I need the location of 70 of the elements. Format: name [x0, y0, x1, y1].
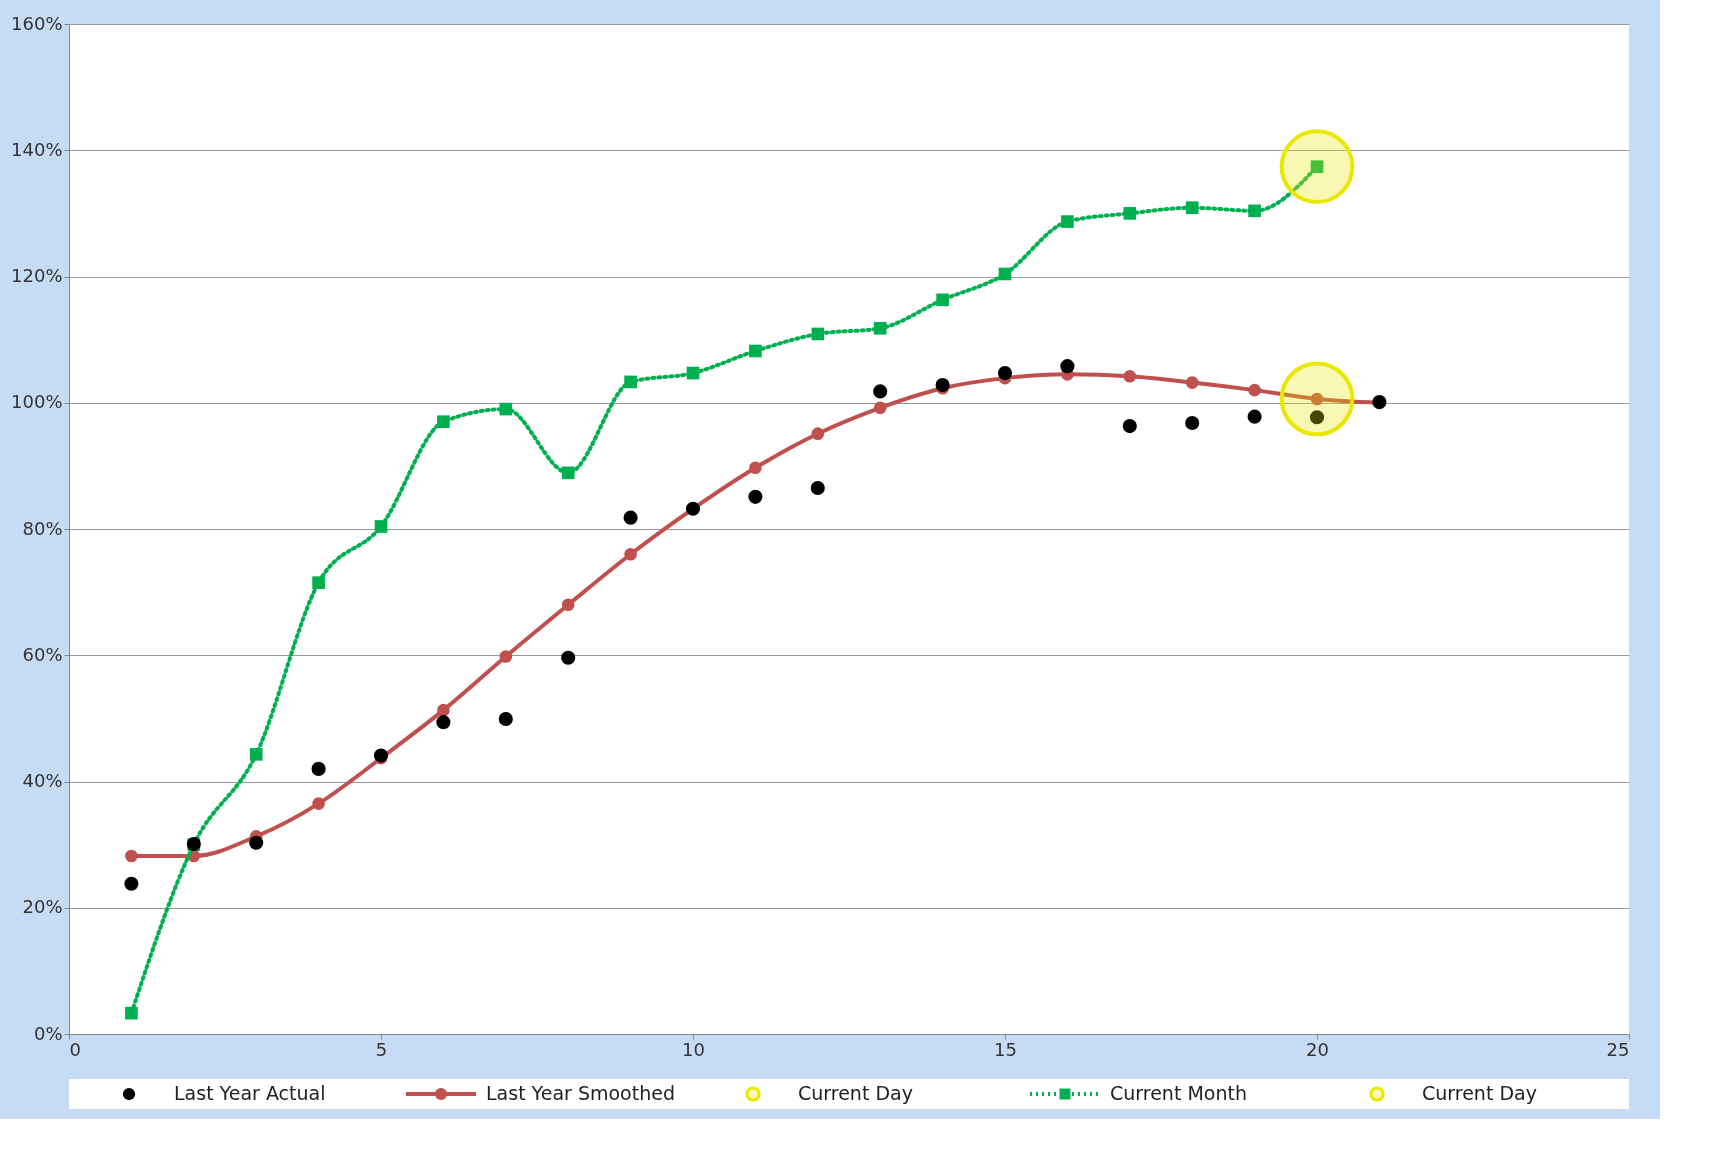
- y-tick-label: 100%: [11, 391, 63, 413]
- point: [624, 375, 637, 389]
- point: [873, 401, 887, 415]
- point: [436, 715, 451, 730]
- point: [1310, 392, 1324, 406]
- x-tick-label: 5: [375, 1038, 388, 1060]
- point: [499, 650, 513, 663]
- x-tick-label: 20: [1306, 1038, 1329, 1060]
- point: [249, 835, 264, 850]
- point: [997, 366, 1013, 381]
- point: [125, 849, 138, 863]
- point: [686, 366, 700, 380]
- point: [561, 598, 575, 612]
- point: [810, 480, 825, 496]
- point: [498, 711, 513, 727]
- point: [249, 748, 263, 761]
- point: [1279, 129, 1355, 204]
- point: [125, 1006, 138, 1020]
- point: [1185, 415, 1200, 431]
- y-tick-label: 160%: [11, 12, 63, 34]
- point: [312, 797, 325, 810]
- point: [1123, 369, 1137, 383]
- point: [1123, 207, 1137, 220]
- point: [561, 650, 576, 665]
- point: [1185, 376, 1199, 389]
- y-tick-label: 120%: [11, 265, 63, 286]
- y-tick-label: 80%: [22, 517, 63, 539]
- point: [623, 510, 638, 525]
- legend-label: Current Month: [1110, 1082, 1247, 1104]
- y-tick-label: 60%: [22, 643, 63, 665]
- point: [873, 321, 887, 335]
- y-tick-label: 40%: [22, 770, 63, 791]
- point: [1060, 359, 1075, 374]
- point: [1279, 361, 1355, 437]
- point: [1310, 160, 1324, 173]
- point: [1248, 204, 1261, 218]
- point: [561, 466, 575, 480]
- point: [437, 415, 450, 429]
- point: [1309, 410, 1325, 425]
- point: [873, 384, 888, 399]
- x-tick-label: 15: [994, 1038, 1017, 1060]
- point: [811, 327, 825, 341]
- point: [624, 547, 637, 561]
- y-tick-label: 140%: [11, 138, 63, 160]
- point: [374, 520, 388, 533]
- point: [124, 876, 139, 891]
- legend-label: Last Year Smoothed: [486, 1082, 675, 1104]
- point: [936, 293, 949, 307]
- point: [1122, 419, 1137, 434]
- legend-label: Current Day: [1422, 1082, 1537, 1104]
- point: [748, 489, 763, 504]
- point: [311, 761, 326, 776]
- legend-label: Last Year Actual: [174, 1082, 326, 1104]
- point: [749, 344, 762, 358]
- x-tick-label: 0: [69, 1038, 81, 1060]
- point: [437, 703, 450, 717]
- point: [312, 576, 325, 589]
- legend-label: Current Day: [798, 1082, 913, 1104]
- point: [1185, 201, 1199, 215]
- point: [1248, 383, 1261, 397]
- point: [811, 427, 825, 440]
- point: [1247, 409, 1262, 424]
- x-tick-label: 10: [682, 1038, 705, 1060]
- point: [1061, 215, 1074, 228]
- point: [998, 267, 1012, 281]
- x-tick-label: 25: [1606, 1038, 1630, 1060]
- y-tick-label: 20%: [22, 896, 63, 918]
- point: [749, 461, 762, 475]
- point: [499, 402, 513, 416]
- y-tick-label: 0%: [33, 1022, 63, 1044]
